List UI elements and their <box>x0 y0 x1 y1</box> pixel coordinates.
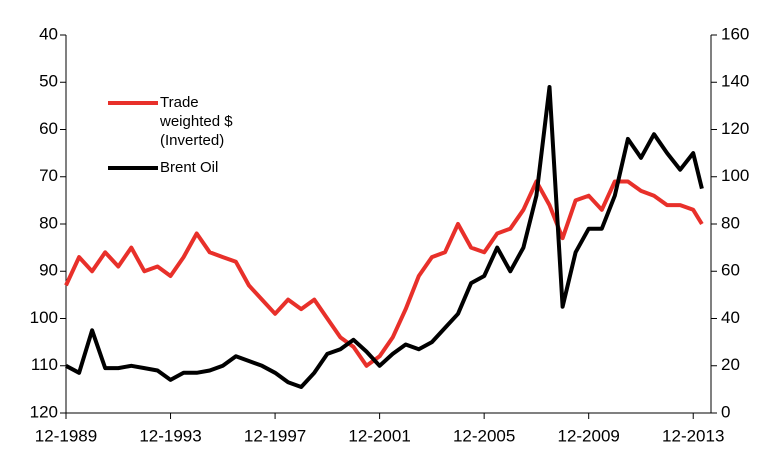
legend-label: Trade weighted $ (Inverted) <box>160 94 233 149</box>
x-tick-label: 12-2009 <box>557 426 619 445</box>
y-tick-label: 60 <box>39 119 58 138</box>
y2-tick-label: 100 <box>721 166 749 185</box>
y-tick-label: 90 <box>39 261 58 280</box>
x-tick-label: 12-2013 <box>662 426 724 445</box>
y2-tick-label: 60 <box>721 261 740 280</box>
x-tick-label: 12-1997 <box>244 426 306 445</box>
y-tick-label: 70 <box>39 166 58 185</box>
x-tick-label: 12-2001 <box>348 426 410 445</box>
y2-tick-label: 120 <box>721 119 749 138</box>
y2-tick-label: 40 <box>721 308 740 327</box>
series-line <box>65 85 704 389</box>
y-tick-label: 80 <box>39 213 58 232</box>
y2-tick-label: 160 <box>721 24 749 43</box>
legend-label: Brent Oil <box>160 159 219 176</box>
y-tick-label: 50 <box>39 72 58 91</box>
y-tick-label: 120 <box>30 402 58 421</box>
x-tick-label: 12-1993 <box>139 426 201 445</box>
series-line <box>64 179 704 368</box>
y2-tick-label: 20 <box>721 355 740 374</box>
x-tick-label: 12-2005 <box>453 426 515 445</box>
y2-tick-label: 80 <box>721 213 740 232</box>
y-tick-label: 100 <box>30 308 58 327</box>
y-tick-label: 110 <box>31 355 58 374</box>
y2-tick-label: 140 <box>721 72 749 91</box>
y-tick-label: 40 <box>39 24 58 43</box>
y2-tick-label: 0 <box>721 402 730 421</box>
x-tick-label: 12-1989 <box>35 426 97 445</box>
